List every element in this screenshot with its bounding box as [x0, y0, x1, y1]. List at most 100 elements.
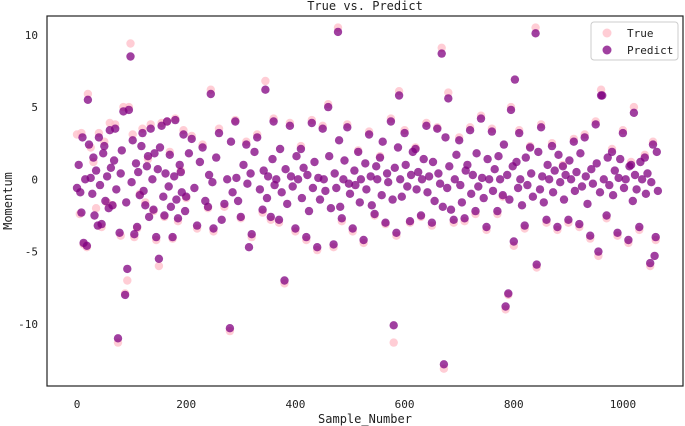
point-predict: [259, 166, 268, 175]
point-predict: [217, 215, 226, 224]
point-predict: [172, 195, 181, 204]
point-predict: [485, 175, 494, 184]
point-predict: [333, 27, 343, 37]
point-predict: [152, 232, 161, 242]
point-predict: [542, 215, 551, 224]
point-predict: [538, 172, 547, 181]
point-true: [154, 261, 164, 271]
point-predict: [148, 175, 157, 184]
point-predict: [350, 166, 359, 175]
point-predict: [297, 193, 307, 203]
point-predict: [505, 195, 514, 204]
point-predict: [587, 165, 596, 174]
point-predict: [455, 136, 464, 145]
point-true: [123, 276, 132, 285]
point-predict: [128, 136, 137, 145]
point-predict: [280, 276, 289, 285]
point-predict: [460, 214, 469, 223]
point-predict: [137, 141, 146, 151]
point-predict: [120, 290, 130, 300]
point-predict: [102, 172, 112, 181]
legend: True Predict: [590, 21, 679, 61]
point-predict: [528, 192, 538, 201]
point-predict: [182, 192, 191, 201]
point-predict: [307, 118, 316, 128]
point-predict: [531, 29, 540, 38]
point-predict: [414, 167, 423, 177]
point-predict: [586, 231, 595, 240]
point-predict: [400, 128, 409, 138]
point-predict: [212, 153, 221, 162]
point-predict: [91, 166, 101, 175]
point-predict: [430, 196, 439, 206]
x-tick-label: 0: [74, 398, 81, 411]
point-predict: [599, 175, 608, 184]
point-predict: [170, 172, 179, 181]
point-predict: [517, 201, 527, 210]
point-predict: [441, 133, 450, 142]
point-predict: [247, 230, 256, 239]
point-predict: [610, 166, 619, 175]
point-predict: [214, 128, 224, 138]
point-predict: [122, 198, 131, 207]
point-predict: [164, 182, 173, 191]
legend-marker-predict: [602, 45, 612, 55]
point-predict: [292, 152, 301, 161]
point-predict: [325, 152, 334, 161]
point-predict: [165, 150, 174, 159]
point-predict: [375, 153, 385, 162]
point-predict: [603, 153, 612, 162]
y-tick-label: 10: [25, 29, 38, 42]
point-predict: [616, 154, 625, 164]
point-predict: [134, 167, 143, 177]
point-predict: [591, 120, 600, 129]
point-predict: [86, 173, 95, 183]
point-predict: [225, 324, 235, 333]
point-predict: [359, 235, 368, 245]
point-predict: [412, 185, 421, 194]
point-predict: [576, 149, 585, 158]
point-predict: [283, 199, 292, 209]
point-predict: [550, 166, 559, 175]
point-predict: [123, 264, 132, 274]
point-predict: [570, 186, 580, 196]
point-predict: [243, 179, 252, 188]
point-predict: [291, 224, 300, 233]
point-predict: [635, 222, 644, 232]
point-predict: [643, 169, 652, 178]
point-predict: [160, 211, 169, 220]
point-predict: [621, 175, 630, 184]
point-predict: [419, 154, 428, 164]
point-predict: [74, 160, 83, 170]
y-tick-labels: -10 -5 0 5 10: [18, 29, 38, 331]
point-true: [444, 88, 453, 97]
point-predict: [351, 180, 360, 190]
point-predict: [88, 189, 97, 198]
point-predict: [236, 212, 245, 222]
point-predict: [598, 91, 607, 100]
point-predict: [111, 124, 120, 133]
point-predict: [95, 180, 105, 190]
point-predict: [423, 188, 432, 197]
point-predict: [90, 211, 99, 220]
point-predict: [618, 128, 628, 138]
x-tick-label: 400: [285, 398, 305, 411]
point-predict: [630, 170, 640, 180]
x-tick-label: 600: [395, 398, 415, 411]
point-predict: [262, 193, 272, 203]
point-predict: [397, 192, 406, 201]
point-predict: [580, 133, 589, 142]
point-predict: [384, 178, 393, 187]
point-predict: [138, 128, 147, 138]
point-predict: [315, 195, 325, 204]
point-predict: [176, 167, 185, 177]
point-predict: [559, 195, 569, 204]
point-predict: [536, 123, 546, 132]
point-predict: [232, 173, 241, 183]
point-predict: [386, 117, 396, 126]
point-predict: [427, 218, 437, 227]
point-predict: [117, 146, 127, 155]
point-predict: [336, 202, 345, 211]
point-predict: [302, 232, 311, 242]
point-predict: [372, 162, 381, 171]
